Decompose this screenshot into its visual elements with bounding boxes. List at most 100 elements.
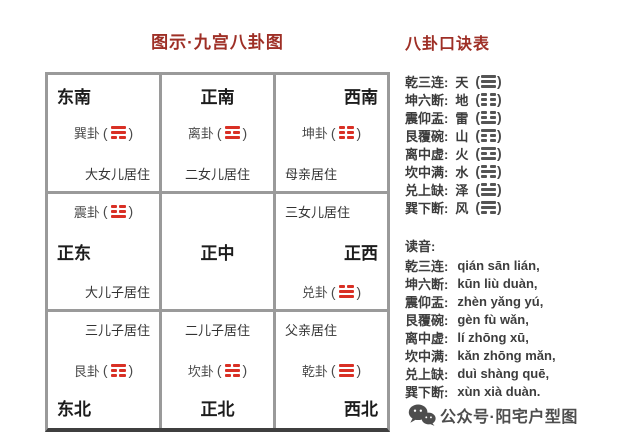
trigram-symbol [338, 285, 354, 299]
gua-label: 离卦() [188, 123, 247, 142]
pronunciation-label: 震仰盂: [405, 294, 449, 310]
paren-close: ) [356, 283, 362, 300]
pronunciation-label: 坎中满: [405, 348, 449, 364]
cell-zone: 巽卦() [57, 116, 150, 149]
pronunciation-pinyin: xùn xià duàn. [457, 383, 541, 399]
cell-zone: 三女儿居住 [285, 202, 378, 235]
cell-zone: 东北 [57, 387, 150, 420]
resident-label: 二女儿居住 [184, 166, 250, 182]
pronunciation-item: 巽下断: xùn xià duàn. [405, 382, 623, 400]
pronunciation-pinyin: kūn liù duàn, [457, 275, 538, 291]
wechat-icon [408, 404, 436, 426]
pronunciation-pinyin: lí zhōng xū, [457, 329, 529, 345]
gua-label: 震卦() [74, 202, 133, 221]
watermark: 公众号·阳宅户型图 [408, 403, 622, 427]
paren-close: ) [356, 124, 362, 141]
trigram-symbol [481, 110, 497, 124]
cell-zone: 西北 [285, 387, 378, 420]
pronunciation-pinyin: kǎn zhōng mǎn, [457, 347, 556, 363]
paren-open: ( [102, 203, 108, 220]
pronunciation-label: 巽下断: [405, 384, 449, 400]
mnemonic-trigram: () [475, 163, 501, 179]
direction-label: 正北 [200, 399, 235, 419]
cell-zone: 坎卦() [171, 354, 264, 387]
paren-close: ) [356, 362, 362, 379]
gua-label: 坤卦() [302, 123, 361, 142]
paren-close: ) [497, 163, 502, 179]
mnemonic-element: 地 [455, 92, 469, 108]
paren-open: ( [475, 127, 481, 143]
mnemonic-element: 山 [455, 128, 469, 144]
cell-zone: 乾卦() [285, 354, 378, 387]
mnemonic-item: 坎中满: 水 () [405, 162, 620, 180]
pronunciation-label: 乾三连: [405, 258, 449, 274]
gua-name: 艮卦 [73, 363, 100, 379]
paren-open: ( [475, 109, 481, 125]
resident-label: 母亲居住 [285, 166, 338, 182]
grid-cell-southeast: 东南巽卦() 大女儿居住 [48, 75, 159, 191]
resident-label: 大儿子居住 [84, 285, 150, 301]
pronunciation-list: 乾三连: qián sān lián, 坤六断: kūn liù duàn, 震仰盂: z… [405, 256, 623, 400]
mnemonic-element: 天 [455, 74, 469, 90]
mnemonic-phrase: 震仰盂: [405, 110, 449, 126]
mnemonic-item: 坤六断: 地 () [405, 90, 620, 108]
mnemonic-phrase: 坤六断: [405, 92, 449, 108]
mnemonic-item: 艮覆碗: 山 () [405, 126, 620, 144]
mnemonic-trigram: () [475, 181, 501, 197]
direction-label: 东南 [57, 88, 91, 107]
cell-zone: 坤卦() [285, 116, 378, 149]
cell-zone: 正南 [171, 83, 264, 116]
paren-close: ) [128, 362, 134, 379]
gua-label: 艮卦() [74, 361, 133, 380]
paren-close: ) [497, 109, 502, 125]
paren-close: ) [497, 91, 502, 107]
gua-name: 兑卦 [301, 285, 328, 301]
grid-cell-east: 震卦() 正东 大儿子居住 [48, 193, 159, 310]
mnemonic-item: 乾三连: 天 () [405, 72, 620, 90]
grid-cell-west: 三女儿居住正西兑卦() [276, 193, 387, 310]
mnemonic-element: 泽 [455, 182, 469, 198]
paren-open: ( [475, 199, 481, 215]
page-title: 图示·九宫八卦图 [151, 33, 284, 52]
paren-open: ( [216, 362, 222, 379]
pronunciation-heading: 读音: [405, 239, 436, 254]
mnemonic-trigram: () [475, 91, 501, 107]
paren-open: ( [102, 124, 108, 141]
pronunciation-label: 兑上缺: [405, 366, 449, 382]
cell-zone: 兑卦() [285, 268, 378, 301]
trigram-symbol [338, 363, 354, 377]
paren-close: ) [497, 199, 502, 215]
paren-open: ( [475, 181, 481, 197]
pronunciation-item: 坤六断: kūn liù duàn, [405, 274, 623, 292]
direction-label: 正南 [200, 88, 235, 107]
direction-label: 正西 [344, 243, 378, 263]
paren-open: ( [475, 73, 481, 89]
grid-cell-north: 二儿子居住坎卦() 正北 [162, 312, 273, 428]
resident-label: 大女儿居住 [84, 166, 150, 182]
mnemonic-trigram: () [475, 127, 501, 143]
trigram-symbol [224, 363, 240, 377]
trigram-symbol [481, 182, 497, 196]
paren-open: ( [330, 124, 336, 141]
mnemonic-phrase: 坎中满: [405, 164, 449, 180]
pronunciation-item: 震仰盂: zhèn yǎng yú, [405, 292, 623, 310]
resident-label: 三儿子居住 [84, 323, 150, 339]
gua-name: 坎卦 [187, 363, 214, 379]
mnemonic-element: 雷 [455, 110, 469, 126]
cell-zone [171, 268, 264, 301]
paren-open: ( [330, 283, 336, 300]
paren-open: ( [216, 124, 222, 141]
direction-label: 东北 [57, 399, 91, 419]
paren-open: ( [330, 362, 336, 379]
paren-close: ) [497, 127, 502, 143]
resident-label: 二儿子居住 [184, 323, 250, 339]
mnemonic-heading: 八卦口诀表 [405, 36, 491, 53]
mnemonic-list: 乾三连: 天 () 坤六断: 地 () 震仰盂: 雷 () 艮覆碗: 山 () 离中虚: 火 () 坎中满: 水… [405, 72, 620, 216]
cell-zone: 艮卦() [57, 354, 150, 387]
gua-name: 巽卦 [73, 126, 100, 142]
gua-label: 巽卦() [74, 123, 133, 142]
mnemonic-trigram: () [475, 109, 501, 125]
cell-zone: 大儿子居住 [57, 268, 150, 301]
cell-zone: 震卦() [57, 202, 150, 235]
